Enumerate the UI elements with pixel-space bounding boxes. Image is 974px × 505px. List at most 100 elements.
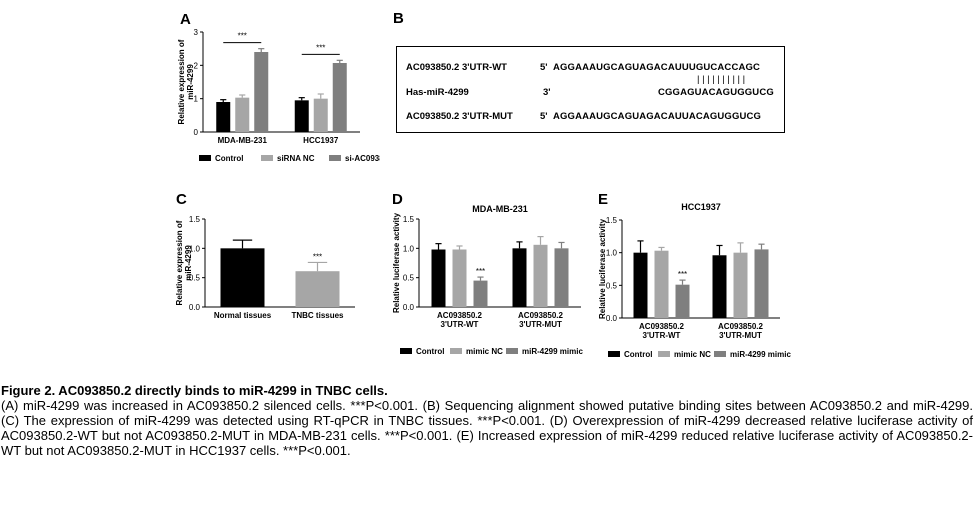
panel-d-bar	[473, 280, 488, 307]
panel-d-y-axis-label: Relative luciferase activity	[392, 212, 401, 313]
panel-c-y-axis-label: miR-4299	[184, 245, 193, 281]
panel-e-legend-swatch	[714, 351, 726, 357]
panel-e-y-tick-label: 1.0	[606, 249, 618, 258]
panel-d-legend-swatch	[400, 348, 412, 354]
panel-a-y-tick-label: 3	[194, 28, 199, 37]
panel-a-y-tick-label: 1	[194, 95, 199, 104]
panel-e-legend-entry: mimic NC	[674, 350, 711, 359]
panel-a-bar	[254, 52, 269, 132]
panel-e-category-label: AC093850.2	[718, 322, 763, 331]
panel-d-category-label: 3'UTR-WT	[441, 320, 479, 329]
panel-d-y-tick-label: 0.5	[403, 274, 415, 283]
panel-e-bar	[633, 252, 648, 318]
panel-d-y-tick-label: 0.0	[403, 303, 415, 312]
panel-c-y-tick-label: 0.0	[189, 303, 201, 312]
caption-body: (A) miR-4299 was increased in AC093850.2…	[1, 398, 973, 458]
seq-row-wt-end: 5'	[540, 62, 548, 73]
panel-c-y-tick-label: 0.5	[189, 274, 201, 283]
panel-e-legend-entry: miR-4299 mimic	[730, 350, 791, 359]
panel-d-bar	[533, 244, 548, 307]
panel-e-y-axis-label: Relative luciferase activity	[598, 218, 607, 319]
panel-e-category-label: AC093850.2	[639, 322, 684, 331]
seq-row-mir-label: Has-miR-4299	[406, 87, 469, 98]
panel-c-y-axis-label: Relative expression of	[175, 220, 184, 305]
panel-e-legend-entry: Control	[624, 350, 652, 359]
panel-d-legend-entry: Control	[416, 347, 444, 356]
panel-d-legend-entry: miR-4299 mimic	[522, 347, 583, 356]
panel-c-y-tick-label: 1.0	[189, 244, 201, 253]
panel-c-letter: C	[176, 191, 187, 208]
seq-row-wt-label: AC093850.2 3'UTR-WT	[406, 62, 507, 73]
panel-a-bar	[313, 98, 328, 132]
panel-a-y-axis-label: Relative expression of	[177, 39, 186, 124]
panel-a-legend-entry: si-AC093850.2	[345, 154, 380, 163]
panel-e-y-tick-label: 0.0	[606, 314, 618, 323]
panel-e-y-tick-label: 0.5	[606, 281, 618, 290]
panel-d-category-label: AC093850.2	[437, 311, 482, 320]
panel-d-bar	[431, 249, 446, 307]
panel-d-bar	[554, 248, 569, 307]
panel-c-category-label: TNBC tissues	[291, 311, 344, 320]
panel-a-bar	[332, 63, 347, 132]
panel-d-letter: D	[392, 191, 403, 208]
panel-a-y-tick-label: 0	[194, 128, 199, 137]
panel-e-y-tick-label: 1.5	[606, 216, 618, 225]
seq-row-wt-sequence: AGGAAAUGCAGUAGACAUUUGUCACCAGC	[553, 62, 761, 73]
panel-e-bar	[654, 250, 669, 318]
seq-row-mir-sequence: CGGAGUACAGUGGUCG	[658, 87, 774, 98]
panel-d-bar	[452, 249, 467, 307]
panel-c-category-label: Normal tissues	[214, 311, 272, 320]
panel-a-letter: A	[180, 11, 191, 28]
panel-e-bar	[733, 252, 748, 318]
panel-a-legend-swatch	[199, 155, 211, 161]
panel-c-chart: C 0.0 0.5 1.0 1.5 Relative expression of miR-…	[175, 191, 355, 320]
seq-row-mut-sequence: AGGAAAUGCAGUAGACAUUACAGUGGUCG	[553, 111, 762, 122]
panel-a-y-axis-label: miR-4299	[186, 64, 195, 100]
panel-d-y-tick-label: 1.0	[403, 244, 415, 253]
panel-e-legend-swatch	[608, 351, 620, 357]
panel-a-legend-swatch	[261, 155, 273, 161]
panel-a-legend-swatch	[329, 155, 341, 161]
panel-b: B	[388, 8, 788, 138]
panel-a-category-label: MDA-MB-231	[218, 136, 268, 145]
panel-d-y-tick-label: 1.5	[403, 215, 415, 224]
panel-a-bar	[216, 102, 231, 132]
panel-a-legend-entry: siRNA NC	[277, 154, 315, 163]
panel-d-significance-stars: ***	[476, 267, 485, 276]
panel-a-chart: A 0 1 2 3 Relative expression of miR-4299 MDA-…	[177, 11, 380, 163]
sequence-alignment-box: AC093850.2 3'UTR-WT 5' AGGAAAUGCAGUAGACA…	[396, 46, 785, 133]
panel-e-bar	[712, 255, 727, 318]
seq-pairing-bars: ||||||||||	[697, 74, 748, 85]
panel-b-letter: B	[393, 10, 404, 27]
panel-a-significance-stars: ***	[316, 43, 325, 52]
panel-d-legend-entry: mimic NC	[466, 347, 503, 356]
caption-title: Figure 2. AC093850.2 directly binds to m…	[1, 383, 388, 398]
panel-e-significance-stars: ***	[678, 270, 687, 279]
panel-a-y-tick-label: 2	[194, 61, 199, 70]
panel-a-significance-stars: ***	[238, 32, 247, 41]
panel-c-y-tick-label: 1.5	[189, 215, 201, 224]
panel-e-bar	[754, 249, 769, 318]
seq-row-mut-label: AC093850.2 3'UTR-MUT	[406, 111, 513, 122]
panel-d-legend-swatch	[506, 348, 518, 354]
panel-d-category-label: AC093850.2	[518, 311, 563, 320]
panel-e-category-label: 3'UTR-MUT	[719, 331, 762, 340]
seq-row-mut-end: 5'	[540, 111, 548, 122]
panel-e-chart-title: HCC1937	[681, 202, 721, 212]
panel-c-bar	[295, 271, 340, 307]
panel-e-bar	[675, 284, 690, 318]
panel-a-category-label: HCC1937	[303, 136, 339, 145]
panel-e-letter: E	[598, 191, 608, 208]
panel-d-bar	[512, 248, 527, 307]
panel-a-legend-entry: Control	[215, 154, 243, 163]
seq-row-mir-end: 3'	[543, 87, 551, 98]
panel-a-bar	[235, 97, 250, 132]
panel-d-legend-swatch	[450, 348, 462, 354]
figure-caption: Figure 2. AC093850.2 directly binds to m…	[1, 383, 973, 458]
panel-c-bar	[220, 248, 265, 307]
panel-d-category-label: 3'UTR-MUT	[519, 320, 562, 329]
panel-c-significance-stars: ***	[313, 252, 322, 261]
panel-e-legend-swatch	[658, 351, 670, 357]
